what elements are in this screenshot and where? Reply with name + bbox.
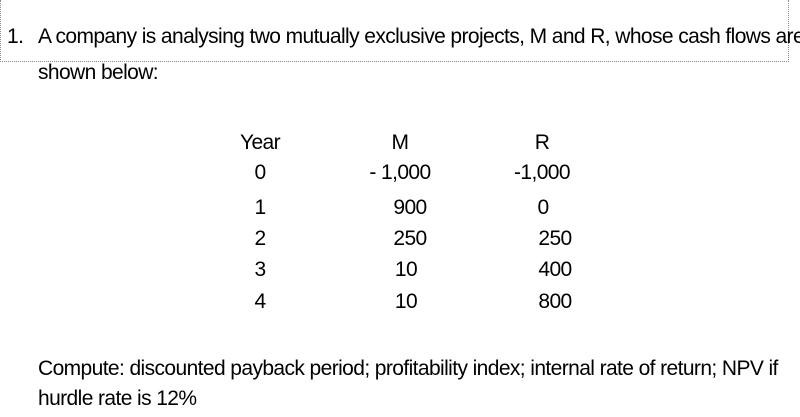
table-cell: -1,000 xyxy=(514,161,571,184)
text-frame-left xyxy=(0,0,4,62)
table-cell: 2 xyxy=(254,227,266,250)
table-cell: 800 xyxy=(538,290,572,313)
header-m: M xyxy=(391,131,410,154)
table-cell: 10 xyxy=(394,290,418,313)
table-cell: 10 xyxy=(394,258,418,281)
table-cell: - 1,000 xyxy=(369,161,431,184)
question-intro-line-1: A company is analysing two mutually excl… xyxy=(38,25,800,48)
table-cell: 250 xyxy=(393,227,427,250)
question-number: 1. xyxy=(7,25,24,48)
table-cell: 0 xyxy=(254,161,266,184)
table-cell: 0 xyxy=(537,196,549,219)
table-cell: 3 xyxy=(254,258,266,281)
question-intro-line-2: shown below: xyxy=(38,61,159,84)
text-frame xyxy=(0,0,789,62)
table-cell: 250 xyxy=(538,227,572,250)
table-cell: 900 xyxy=(393,196,427,219)
header-r: R xyxy=(534,131,550,154)
compute-instruction-line-2: hurdle rate is 12% xyxy=(38,387,197,410)
header-year: Year xyxy=(239,131,281,154)
compute-instruction-line-1: Compute: discounted payback period; prof… xyxy=(38,357,778,380)
table-cell: 4 xyxy=(254,290,266,313)
table-cell: 400 xyxy=(538,258,572,281)
table-cell: 1 xyxy=(254,196,266,219)
